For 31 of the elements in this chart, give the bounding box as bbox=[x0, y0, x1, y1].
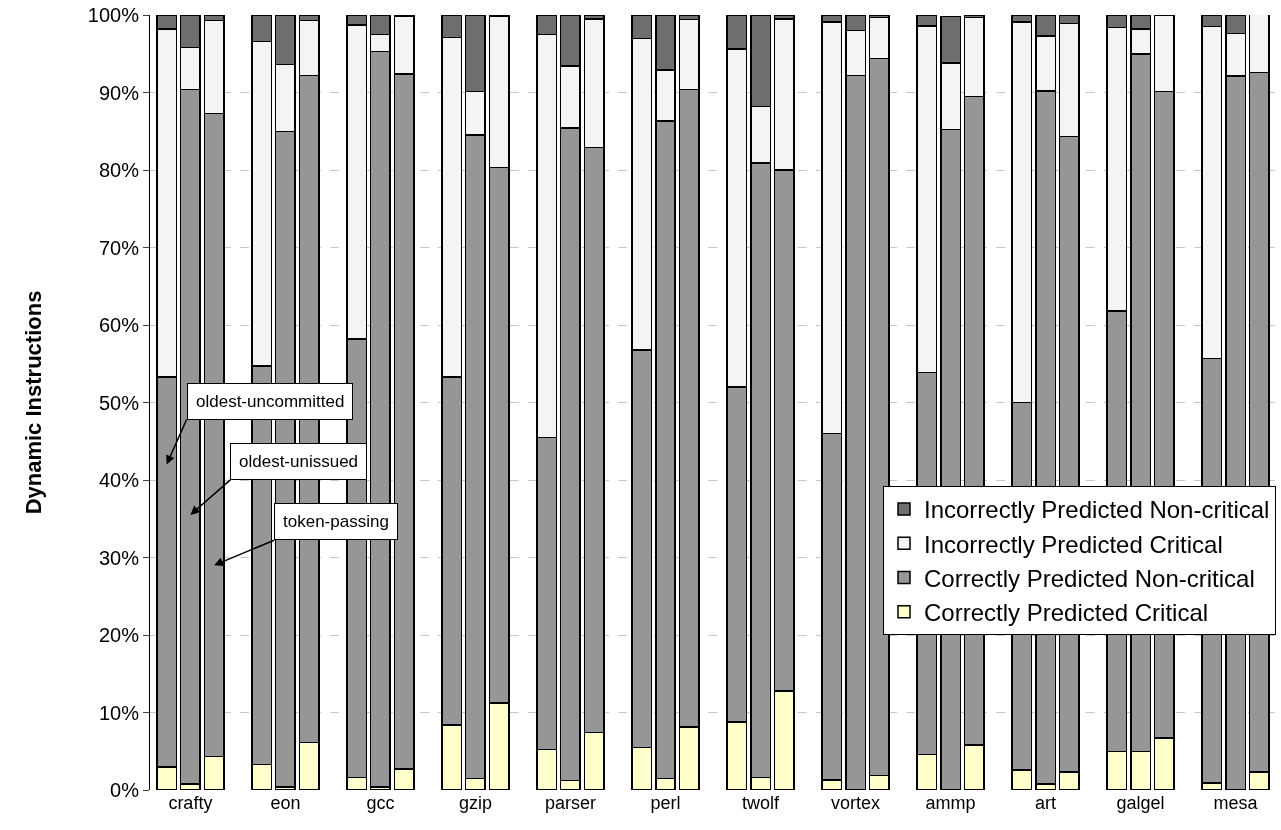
x-tick-label: gcc bbox=[366, 793, 395, 813]
x-tick-label: eon bbox=[270, 793, 301, 813]
x-tick-label: ammp bbox=[925, 793, 976, 813]
legend-label: Incorrectly Predicted Non-critical bbox=[924, 496, 1270, 524]
y-tick-label: 20% bbox=[98, 624, 140, 646]
x-tick-label: art bbox=[1035, 793, 1057, 813]
x-tick-label: twolf bbox=[742, 793, 781, 813]
y-tick-label: 50% bbox=[98, 391, 140, 414]
annotation: oldest-uncommitted bbox=[196, 392, 345, 411]
y-tick-label: 0% bbox=[110, 779, 140, 801]
legend-label: Incorrectly Predicted Critical bbox=[924, 530, 1223, 558]
y-tick-label: 80% bbox=[98, 159, 140, 181]
x-tick-label: vortex bbox=[831, 793, 881, 813]
y-tick-label: 40% bbox=[98, 469, 140, 491]
legend-label: Correctly Predicted Critical bbox=[924, 599, 1209, 627]
x-tick-label: parser bbox=[544, 793, 596, 813]
y-tick-label: 30% bbox=[98, 546, 140, 569]
y-tick-label: 100% bbox=[87, 4, 140, 26]
y-tick-label: 10% bbox=[98, 701, 140, 724]
legend-label: Correctly Predicted Non-critical bbox=[924, 564, 1255, 592]
y-axis-title: Dynamic Instructions bbox=[20, 290, 46, 515]
y-tick-label: 60% bbox=[98, 314, 140, 336]
y-tick-label: 90% bbox=[98, 81, 140, 104]
x-tick-label: galgel bbox=[1116, 793, 1165, 813]
y-tick-label: 70% bbox=[98, 236, 140, 259]
x-tick-label: mesa bbox=[1213, 793, 1259, 813]
x-tick-label: gzip bbox=[458, 793, 492, 813]
x-tick-label: crafty bbox=[168, 793, 213, 813]
annotation: oldest-unissued bbox=[239, 452, 359, 471]
annotation: token-passing bbox=[283, 512, 389, 531]
x-tick-label: perl bbox=[650, 793, 681, 813]
